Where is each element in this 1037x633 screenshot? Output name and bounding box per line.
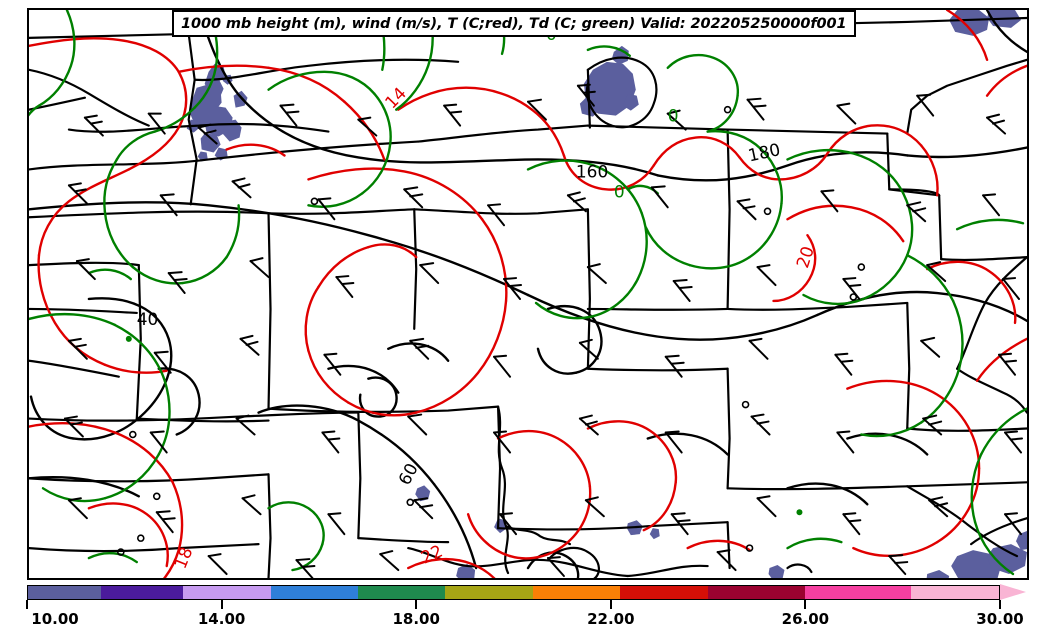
colorbar-segment xyxy=(804,586,912,599)
chart-title: 1000 mb height (m), wind (m/s), T (C;red… xyxy=(181,15,847,32)
colorbar-extend-arrow xyxy=(1000,584,1026,600)
colorbar-segment xyxy=(532,586,621,599)
station-markers xyxy=(117,105,866,556)
colorbar-segment xyxy=(707,586,805,599)
height-label-160: 160 xyxy=(576,161,608,181)
dewpoint-contours xyxy=(29,10,1027,576)
colorbar-tick-label: 18.00 xyxy=(392,610,440,628)
dewpoint-label-0-b: 0 xyxy=(668,106,679,126)
colorbar-segment xyxy=(183,586,271,599)
colorbar-tick xyxy=(804,600,807,609)
chart-title-box: 1000 mb height (m), wind (m/s), T (C;red… xyxy=(172,10,856,37)
height-contours xyxy=(29,10,1027,578)
colorbar-tick-label: 22.00 xyxy=(587,610,635,628)
colorbar-segment xyxy=(358,586,446,599)
dewpoint-label-0-c: 0 xyxy=(614,181,625,201)
map-panel[interactable]: 160 180 40 60 14 20 18 22 0 0 0 xyxy=(27,8,1029,580)
colorbar-tick-label: 10.00 xyxy=(31,610,79,628)
wind-barbs xyxy=(63,83,1024,578)
colorbar-tick xyxy=(26,600,28,609)
colorbar-tick xyxy=(999,600,1001,609)
colorbar-segment xyxy=(28,586,101,599)
colorbar[interactable]: 10.00 14.00 18.00 22.00 26.00 30.00 xyxy=(26,584,1029,633)
map-canvas: 160 180 40 60 14 20 18 22 0 0 0 xyxy=(29,10,1027,578)
colorbar-tick xyxy=(415,600,418,609)
temperature-contours xyxy=(29,10,1027,578)
height-label-40: 40 xyxy=(137,309,159,329)
colorbar-tick xyxy=(609,600,612,609)
colorbar-tick xyxy=(220,600,223,609)
colorbar-tick-label: 30.00 xyxy=(976,610,1024,628)
station-dots-filled xyxy=(125,335,803,516)
colorbar-segment xyxy=(620,586,708,599)
colorbar-tick-label: 14.00 xyxy=(197,610,246,628)
height-label-180: 180 xyxy=(746,139,782,165)
colorbar-tick-label: 26.00 xyxy=(781,610,830,628)
colorbar-segment xyxy=(270,586,359,599)
colorbar-segment xyxy=(445,586,533,599)
colorbar-segment xyxy=(100,586,184,599)
shaded-precip-regions xyxy=(186,10,1027,578)
colorbar-gradient[interactable] xyxy=(27,585,1000,600)
colorbar-segment xyxy=(911,586,999,599)
